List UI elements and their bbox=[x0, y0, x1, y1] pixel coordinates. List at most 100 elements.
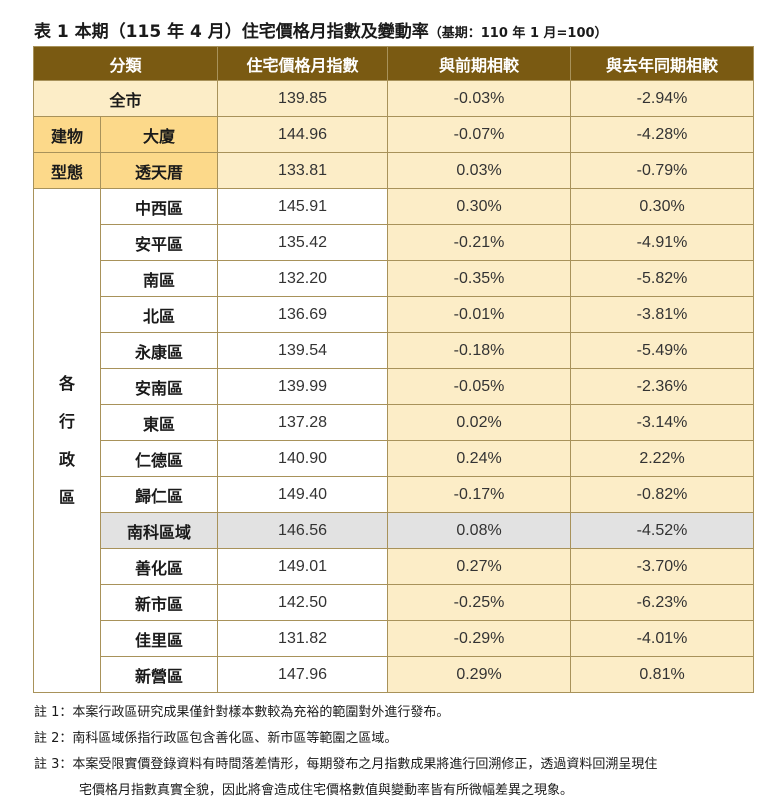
district-mom: -0.05% bbox=[387, 368, 572, 405]
district-yoy: -4.01% bbox=[570, 620, 755, 657]
district-mom: -0.21% bbox=[387, 224, 572, 261]
header-mom: 與前期相較 bbox=[387, 46, 572, 81]
header-yoy: 與去年同期相較 bbox=[570, 46, 755, 81]
district-label: 新市區 bbox=[99, 584, 219, 621]
district-yoy: -3.14% bbox=[570, 404, 755, 441]
district-yoy: 2.22% bbox=[570, 440, 755, 477]
district-label: 中西區 bbox=[99, 188, 219, 225]
footnote-3-line-1: 註 3：本案受限實價登錄資料有時間落差情形，每期發布之月指數成果將進行回溯修正，… bbox=[34, 757, 658, 772]
district-yoy: 0.30% bbox=[570, 188, 755, 225]
type-label: 透天厝 bbox=[99, 152, 219, 189]
type-row: 型態 透天厝 133.81 0.03% -0.79% bbox=[33, 152, 755, 189]
footnote-3-line-2: 宅價格月指數真實全貌，因此將會造成住宅價格數值與變動率皆有所微幅差異之現象。 bbox=[79, 783, 574, 798]
district-yoy: -3.81% bbox=[570, 296, 755, 333]
district-row: 永康區 139.54 -0.18% -5.49% bbox=[34, 332, 755, 369]
base-period: （基期：110 年 1 月=100） bbox=[428, 26, 608, 41]
header-row: 分類 住宅價格月指數 與前期相較 與去年同期相較 bbox=[32, 46, 755, 81]
header-index: 住宅價格月指數 bbox=[217, 46, 389, 81]
district-group-label: 各行政區 bbox=[33, 188, 101, 693]
district-row: 東區 137.28 0.02% -3.14% bbox=[34, 404, 755, 441]
district-yoy: -5.82% bbox=[570, 260, 755, 297]
district-index: 140.90 bbox=[217, 440, 389, 477]
district-row: 仁德區 140.90 0.24% 2.22% bbox=[34, 440, 755, 477]
district-index: 139.54 bbox=[217, 332, 389, 369]
district-group-char: 行 bbox=[58, 411, 75, 431]
total-index: 139.85 bbox=[217, 80, 389, 117]
district-label: 南科區域 bbox=[99, 512, 219, 549]
district-index: 139.99 bbox=[217, 368, 389, 405]
type-yoy: -4.28% bbox=[570, 116, 755, 153]
district-index: 137.28 bbox=[217, 404, 389, 441]
district-mom: -0.18% bbox=[387, 332, 572, 369]
district-row: 南區 132.20 -0.35% -5.82% bbox=[34, 260, 755, 297]
district-group-char: 各 bbox=[58, 373, 75, 393]
header-category: 分類 bbox=[32, 46, 219, 81]
footnote-1: 註 1：本案行政區研究成果僅針對樣本數較為充裕的範圍對外進行發布。 bbox=[34, 705, 450, 720]
district-yoy: 0.81% bbox=[570, 656, 755, 693]
district-row: 北區 136.69 -0.01% -3.81% bbox=[34, 296, 755, 333]
district-label: 北區 bbox=[99, 296, 219, 333]
table-title: 表 1 本期（115 年 4 月）住宅價格月指數及變動率（基期：110 年 1 … bbox=[34, 17, 608, 42]
district-group-char: 政 bbox=[58, 449, 75, 469]
district-index: 131.82 bbox=[217, 620, 389, 657]
district-row: 各行政區中西區 145.91 0.30% 0.30% bbox=[33, 188, 755, 693]
district-mom: -0.35% bbox=[387, 260, 572, 297]
district-index: 136.69 bbox=[217, 296, 389, 333]
district-index: 132.20 bbox=[217, 260, 389, 297]
district-yoy: -4.52% bbox=[570, 512, 755, 549]
district-yoy: -3.70% bbox=[570, 548, 755, 585]
district-mom: 0.27% bbox=[387, 548, 572, 585]
district-index: 142.50 bbox=[217, 584, 389, 621]
district-label: 善化區 bbox=[99, 548, 219, 585]
district-mom: -0.17% bbox=[387, 476, 572, 513]
footnote-2: 註 2：南科區域係指行政區包含善化區、新市區等範圍之區域。 bbox=[34, 731, 398, 746]
district-group-char: 區 bbox=[58, 487, 75, 507]
district-yoy: -6.23% bbox=[570, 584, 755, 621]
total-row: 全市 139.85 -0.03% -2.94% bbox=[32, 80, 755, 117]
district-index: 149.40 bbox=[217, 476, 389, 513]
type-group-label-2: 型態 bbox=[33, 152, 101, 189]
district-row: 佳里區 131.82 -0.29% -4.01% bbox=[34, 620, 755, 657]
district-row: 南科區域 146.56 0.08% -4.52% bbox=[34, 512, 755, 549]
type-group-label-1: 建物 bbox=[33, 116, 101, 153]
district-mom: 0.02% bbox=[387, 404, 572, 441]
index-table: 分類 住宅價格月指數 與前期相較 與去年同期相較 全市 139.85 -0.03… bbox=[32, 46, 755, 693]
type-index: 144.96 bbox=[217, 116, 389, 153]
total-yoy: -2.94% bbox=[570, 80, 755, 117]
district-row: 安南區 139.99 -0.05% -2.36% bbox=[34, 368, 755, 405]
district-label: 安平區 bbox=[99, 224, 219, 261]
total-mom: -0.03% bbox=[387, 80, 572, 117]
district-row: 安平區 135.42 -0.21% -4.91% bbox=[34, 224, 755, 261]
district-row: 歸仁區 149.40 -0.17% -0.82% bbox=[34, 476, 755, 513]
type-label: 大廈 bbox=[99, 116, 219, 153]
type-yoy: -0.79% bbox=[570, 152, 755, 189]
district-label: 東區 bbox=[99, 404, 219, 441]
district-mom: 0.08% bbox=[387, 512, 572, 549]
district-label: 新營區 bbox=[99, 656, 219, 693]
district-mom: -0.01% bbox=[387, 296, 572, 333]
footnotes: 註 1：本案行政區研究成果僅針對樣本數較為充裕的範圍對外進行發布。 註 2：南科… bbox=[34, 700, 764, 804]
district-row: 善化區 149.01 0.27% -3.70% bbox=[34, 548, 755, 585]
district-label: 仁德區 bbox=[99, 440, 219, 477]
district-index: 149.01 bbox=[217, 548, 389, 585]
district-index: 146.56 bbox=[217, 512, 389, 549]
district-label: 佳里區 bbox=[99, 620, 219, 657]
district-label: 永康區 bbox=[99, 332, 219, 369]
district-yoy: -0.82% bbox=[570, 476, 755, 513]
district-row: 新營區 147.96 0.29% 0.81% bbox=[34, 656, 755, 693]
district-yoy: -2.36% bbox=[570, 368, 755, 405]
district-row: 新市區 142.50 -0.25% -6.23% bbox=[34, 584, 755, 621]
district-yoy: -5.49% bbox=[570, 332, 755, 369]
district-mom: 0.24% bbox=[387, 440, 572, 477]
total-label: 全市 bbox=[32, 80, 219, 117]
district-mom: -0.29% bbox=[387, 620, 572, 657]
district-index: 135.42 bbox=[217, 224, 389, 261]
type-index: 133.81 bbox=[217, 152, 389, 189]
district-yoy: -4.91% bbox=[570, 224, 755, 261]
title-text: 表 1 本期（115 年 4 月）住宅價格月指數及變動率 bbox=[34, 22, 429, 42]
district-mom: -0.25% bbox=[387, 584, 572, 621]
type-row: 建物 大廈 144.96 -0.07% -4.28% bbox=[33, 116, 755, 153]
district-mom: 0.29% bbox=[387, 656, 572, 693]
district-index: 145.91 bbox=[217, 188, 389, 225]
district-label: 歸仁區 bbox=[99, 476, 219, 513]
